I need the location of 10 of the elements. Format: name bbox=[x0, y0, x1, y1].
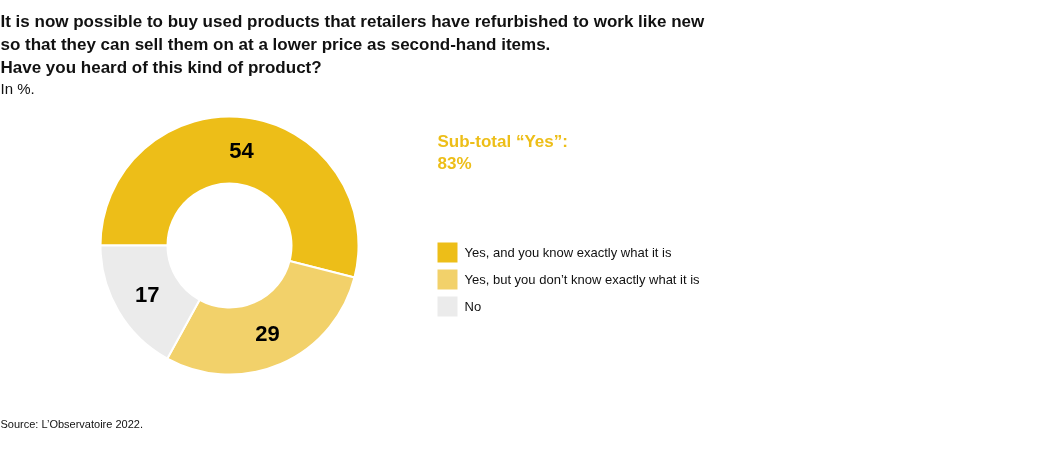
legend-label: Yes, and you know exactly what it is bbox=[464, 245, 672, 260]
legend-label: No bbox=[464, 299, 482, 314]
chart-title: It is now possible to buy used products that retailers have refurbished to work like new so that they can sell them on at a lower price as second-hand items. Have you heard of this kind of product? bbox=[0, 12, 706, 77]
data-label: 17 bbox=[135, 281, 160, 307]
data-label: 29 bbox=[255, 320, 280, 346]
source-note: Source: L’Observatoire 2022. bbox=[0, 417, 143, 430]
data-label: 54 bbox=[229, 138, 255, 164]
text: Sub-total “Yes”: 83% bbox=[437, 132, 568, 173]
chart-subtitle: In %. bbox=[0, 80, 35, 97]
legend-label: Yes, but you don’t know exactly what it is bbox=[464, 272, 701, 287]
